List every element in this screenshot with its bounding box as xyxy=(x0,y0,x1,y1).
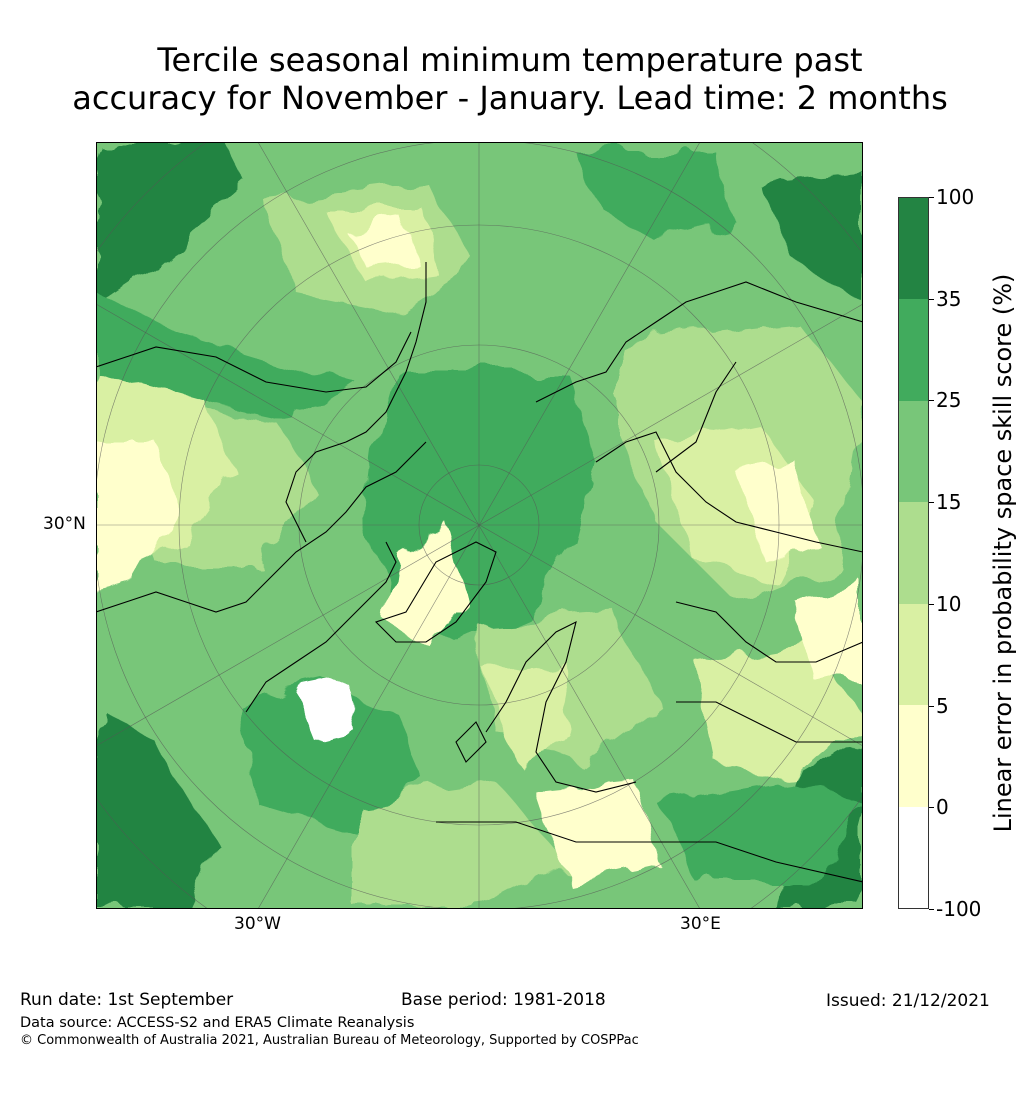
map-svg xyxy=(96,142,863,909)
colorbar-bin xyxy=(899,603,928,706)
colorbar-bin xyxy=(899,400,928,503)
chart-title-line-2: accuracy for November - January. Lead ti… xyxy=(72,79,948,117)
region-negative-skill xyxy=(296,682,356,742)
data-source: Data source: ACCESS-S2 and ERA5 Climate … xyxy=(20,1015,415,1031)
colorbar-tick xyxy=(929,502,934,504)
colorbar-tick xyxy=(929,807,934,809)
region-medium-high-skill xyxy=(656,782,863,882)
colorbar-bin xyxy=(899,806,928,908)
colorbar-tick xyxy=(929,603,934,605)
colorbar-bin xyxy=(899,198,928,300)
colorbar-tick xyxy=(929,909,934,910)
region-medium-high-skill xyxy=(96,292,356,422)
base-period: Base period: 1981-2018 xyxy=(401,990,606,1010)
coastlines xyxy=(96,262,863,883)
region-medium-high-skill xyxy=(236,682,426,832)
graticule xyxy=(96,142,863,909)
region-very-low-skill xyxy=(796,582,863,682)
region-very-low-skill xyxy=(346,222,416,267)
chart-title-line-1: Tercile seasonal minimum temperature pas… xyxy=(157,41,863,79)
longitude-label-30e: 30°E xyxy=(680,914,721,934)
region-medium-high-skill xyxy=(576,152,736,242)
region-high-skill xyxy=(756,172,863,302)
colorbar-title: Linear error in probability space skill … xyxy=(989,273,1017,833)
colorbar-tick-label: -100 xyxy=(936,897,982,921)
region-very-low-skill xyxy=(96,442,176,592)
region-high-skill xyxy=(96,702,216,909)
copyright-notice: © Commonwealth of Australia 2021, Austra… xyxy=(20,1033,639,1048)
colorbar xyxy=(898,197,929,909)
region-very-low-skill xyxy=(536,782,656,882)
colorbar-tick-label: 0 xyxy=(936,795,949,820)
colorbar-tick xyxy=(929,400,934,402)
issued-date: Issued: 21/12/2021 xyxy=(826,991,990,1011)
skill-score-map xyxy=(96,142,863,909)
colorbar-tick-label: 35 xyxy=(936,286,962,311)
colorbar-tick-label: 25 xyxy=(936,388,962,413)
colorbar-tick-label: 100 xyxy=(936,185,975,209)
colorbar-tick-label: 5 xyxy=(936,693,949,718)
run-date: Run date: 1st September xyxy=(20,990,234,1010)
region-moderate-skill xyxy=(356,782,566,909)
colorbar-tick xyxy=(929,705,934,707)
map-frame xyxy=(96,142,863,909)
colorbar-tick xyxy=(929,298,934,300)
colorbar-bin xyxy=(899,705,928,807)
colorbar-tick-label: 15 xyxy=(936,490,962,515)
region-high-skill xyxy=(96,142,246,302)
colorbar-bin xyxy=(899,502,928,604)
latitude-label-30n: 30°N xyxy=(43,514,86,534)
colorbar-tick xyxy=(929,197,934,198)
colorbar-tick-label: 10 xyxy=(936,591,962,616)
colorbar-bin xyxy=(899,299,928,401)
longitude-label-30w: 30°W xyxy=(234,914,281,934)
